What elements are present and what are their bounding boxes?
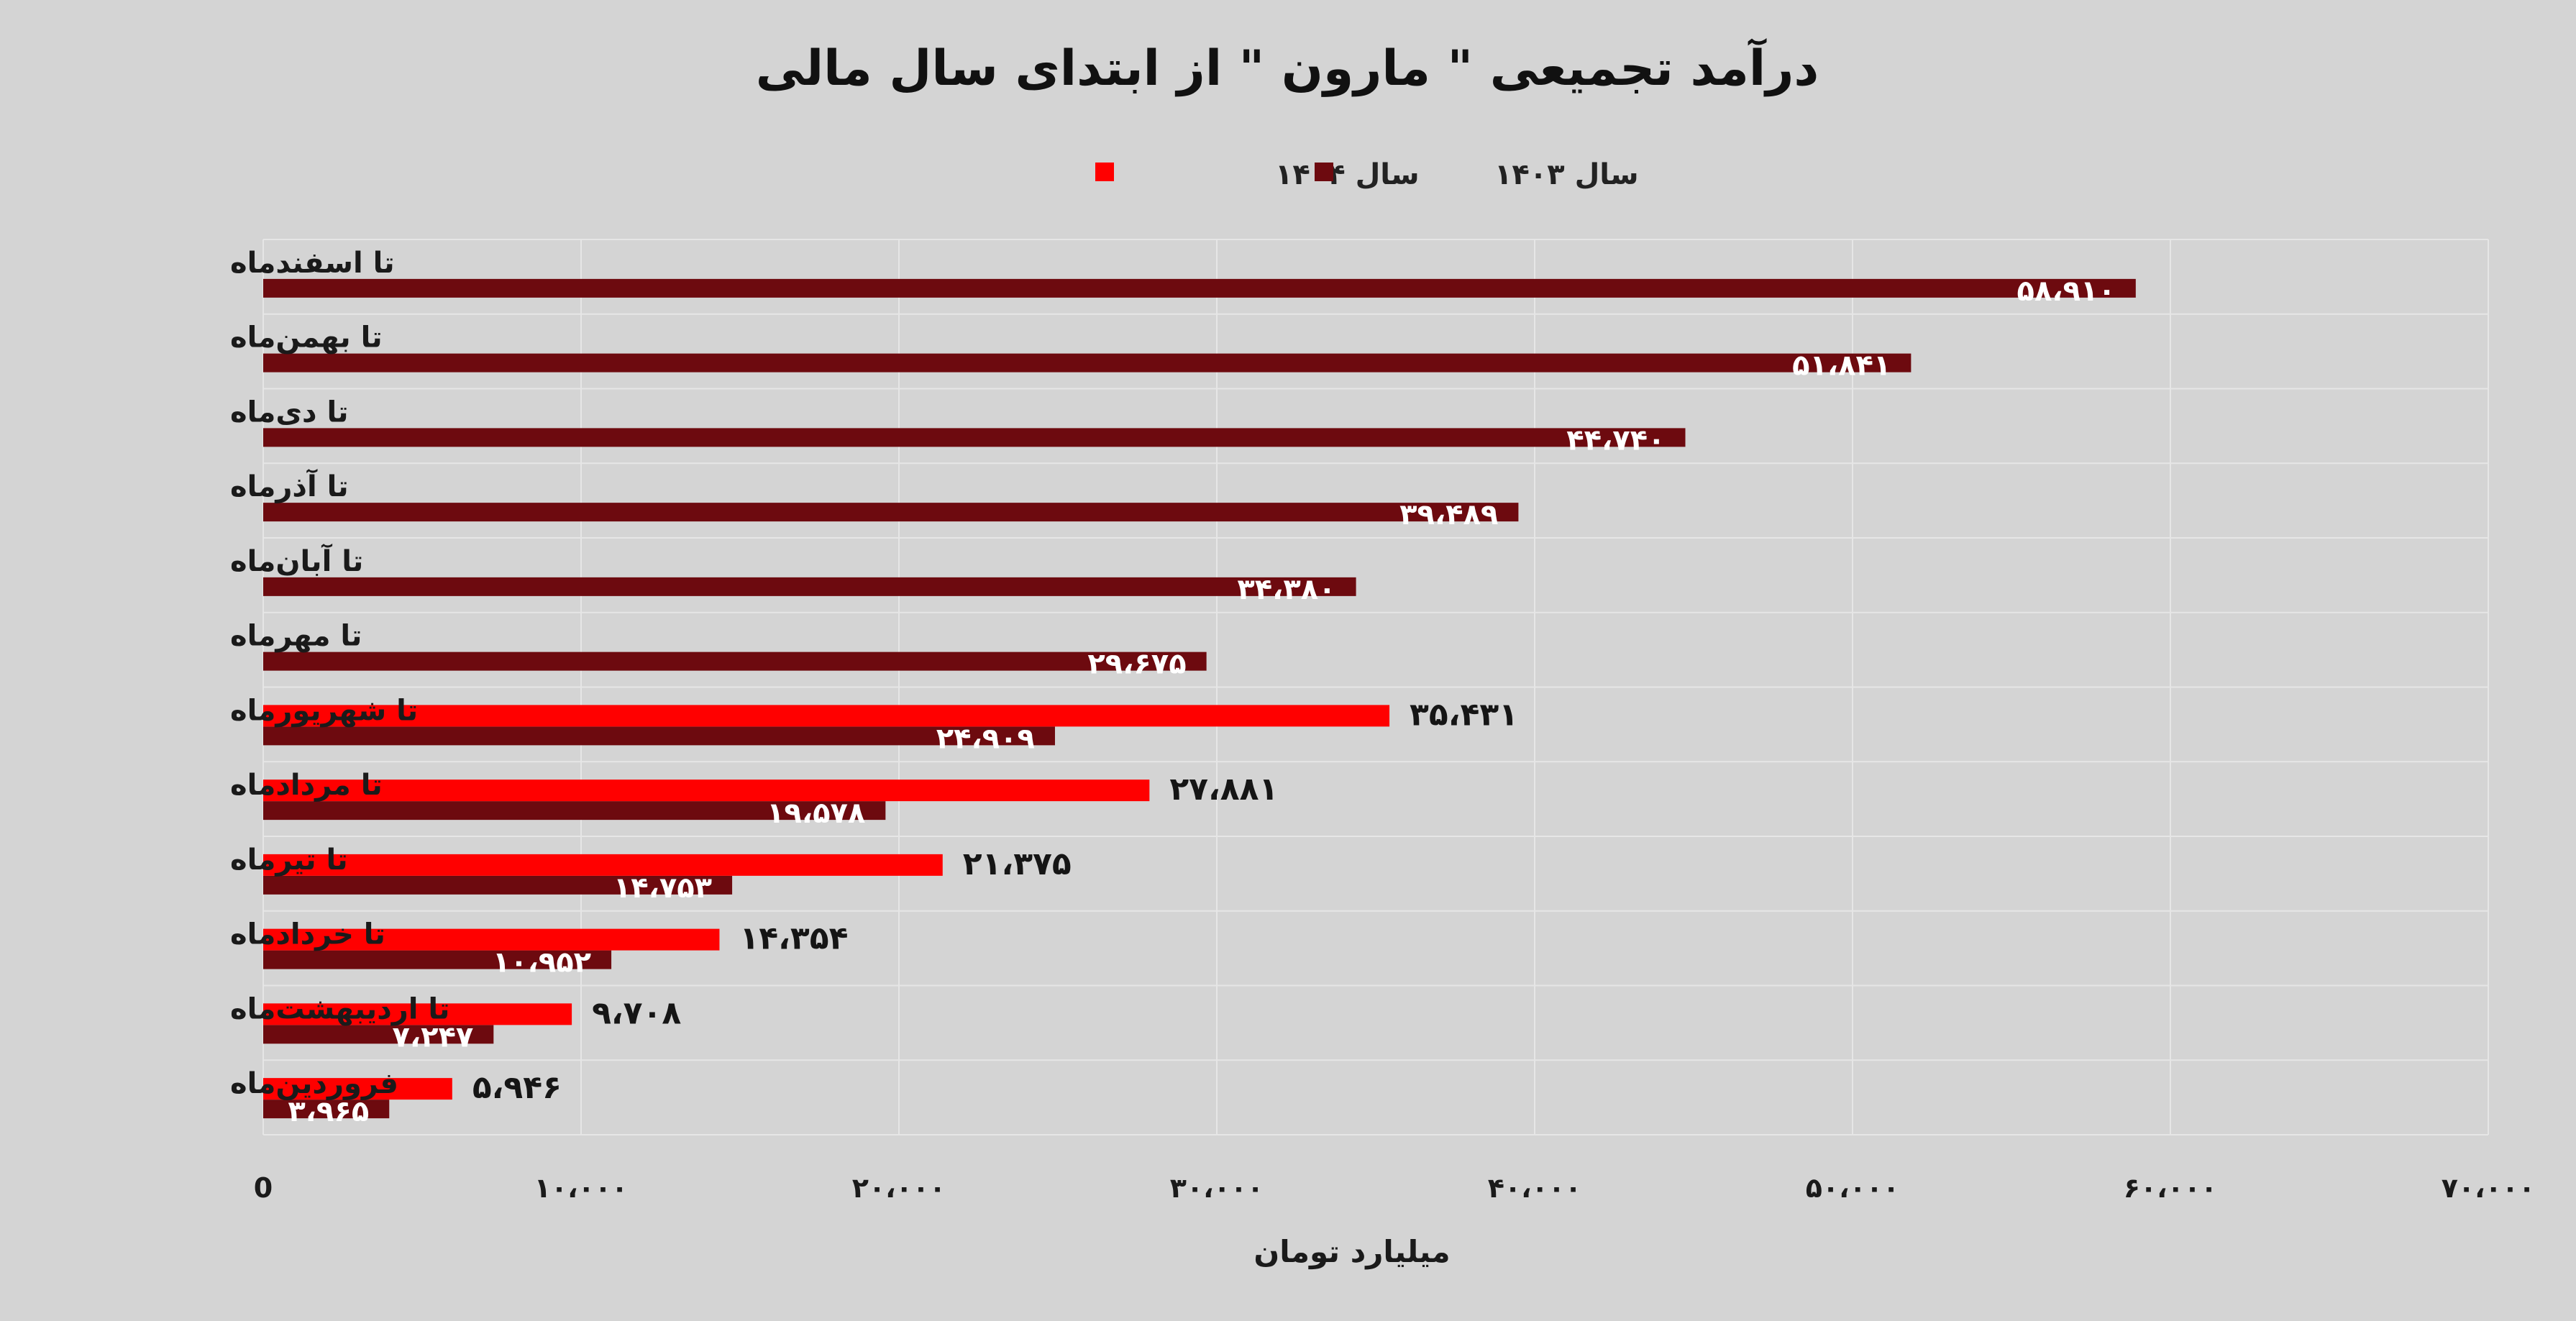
data-label-1403: ۳۴،۳۸۰	[1237, 573, 1335, 606]
legend-swatch	[1095, 163, 1114, 181]
category-label: تا آذرماه	[230, 468, 349, 503]
bar-series-1403	[263, 503, 1519, 522]
category-label: تا مردادماه	[230, 769, 383, 802]
data-label-1404: ۳۵،۴۳۱	[1410, 696, 1518, 733]
x-axis-ticks: 0 ۱۰،۰۰۰ ۲۰،۰۰۰ ۳۰،۰۰۰ ۴۰،۰۰۰ ۵۰،۰۰۰ ۶۰،۰۰۰ ۷۰،…	[254, 1172, 2535, 1204]
bar-series-1404	[263, 1003, 572, 1025]
x-axis-label: میلیارد تومان	[1253, 1234, 1450, 1270]
bar-series-1403	[263, 278, 2136, 298]
bar-series-1404	[263, 854, 943, 876]
data-label-1404: ۲۷،۸۸۱	[1169, 771, 1278, 808]
data-label-1403: ۲۹،۶۷۵	[1087, 648, 1186, 681]
bar-series-1403	[263, 353, 1912, 372]
category-label: فروردین‌ماه	[230, 1067, 398, 1100]
category-label: تا شهریورماه	[230, 694, 418, 727]
bar-series-1404	[263, 705, 1390, 727]
legend-swatch	[1315, 163, 1333, 181]
x-tick-label: ۱۰،۰۰۰	[534, 1172, 628, 1204]
data-label-1403: ۵۱،۸۴۱	[1792, 349, 1891, 383]
category-label: تا خردادماه	[230, 918, 385, 951]
bar-series-1404	[263, 928, 720, 951]
bar-series-1404	[263, 1078, 452, 1100]
data-label-1403: ۴۴،۷۴۰	[1566, 424, 1665, 457]
x-tick-label: ۷۰،۰۰۰	[2442, 1172, 2535, 1204]
bar-series-1403	[263, 577, 1356, 596]
gridlines	[262, 239, 2489, 1135]
data-label-1403: ۳،۹۶۵	[288, 1095, 369, 1128]
category-label: تا اردیبهشت‌ماه	[230, 992, 449, 1025]
bar-series-1404	[263, 780, 1150, 802]
category-label: تا مهرماه	[230, 620, 362, 653]
x-tick-label: ۶۰،۰۰۰	[2124, 1172, 2217, 1204]
bar-series-1403	[263, 652, 1207, 671]
category-labels: تا اسفندماه تا بهمن‌ماه تا دی‌ماه تا آذرماه…	[230, 247, 449, 1100]
x-tick-label: ۲۰،۰۰۰	[852, 1172, 946, 1204]
legend-label: سال ۱۴۰۴	[1275, 158, 1420, 191]
legend-label: سال ۱۴۰۳	[1494, 158, 1639, 191]
data-label-1403: ۷،۲۴۷	[392, 1020, 473, 1053]
bar-series-1403	[263, 801, 886, 821]
category-label: تا بهمن‌ماه	[230, 321, 383, 355]
x-tick-label: ۵۰،۰۰۰	[1806, 1172, 1899, 1204]
legend: سال ۱۴۰۴ سال ۱۴۰۳	[1095, 158, 1639, 191]
data-label-1404: ۱۴،۳۵۴	[739, 920, 848, 957]
data-label-1403: ۱۰،۹۵۲	[493, 946, 591, 979]
data-label-1403: ۲۴،۹۰۹	[936, 722, 1035, 755]
data-label-1404: ۹،۷۰۸	[592, 995, 681, 1031]
data-label-1403: ۱۴،۷۵۳	[613, 872, 712, 905]
data-label-1404: ۲۱،۳۷۵	[963, 846, 1072, 882]
bar-series-1403	[263, 1100, 390, 1119]
bar-series-1403	[263, 1025, 494, 1044]
chart-title: درآمد تجمیعی " مارون " از ابتدای سال مال…	[756, 37, 1819, 97]
bar-series-1403	[263, 428, 1686, 447]
bar-series-1403	[263, 950, 612, 969]
data-label-1403: ۳۹،۴۸۹	[1399, 498, 1498, 531]
data-label-1403: ۵۸،۹۱۰	[2017, 275, 2116, 308]
category-label: تا دی‌ماه	[230, 396, 349, 429]
x-tick-label: 0	[254, 1172, 273, 1204]
x-tick-label: ۳۰،۰۰۰	[1170, 1172, 1264, 1204]
data-label-1403: ۱۹،۵۷۸	[767, 797, 865, 830]
x-tick-label: ۴۰،۰۰۰	[1488, 1172, 1581, 1204]
category-label: تا آبان‌ماه	[230, 543, 363, 578]
bar-series-1403	[263, 875, 733, 895]
bars: ۵۸،۹۱۰ ۵۱،۸۴۱ ۴۴،۷۴۰ ۳۹،۴۸۹ ۳۴،۳۸۰ ۲۹،۶۷۵ ۲۴،۹…	[263, 275, 2136, 1128]
category-label: تا تیرماه	[230, 844, 348, 877]
category-label: تا اسفندماه	[230, 247, 395, 280]
data-label-1404: ۵،۹۴۶	[472, 1069, 562, 1106]
bar-series-1403	[263, 726, 1055, 746]
